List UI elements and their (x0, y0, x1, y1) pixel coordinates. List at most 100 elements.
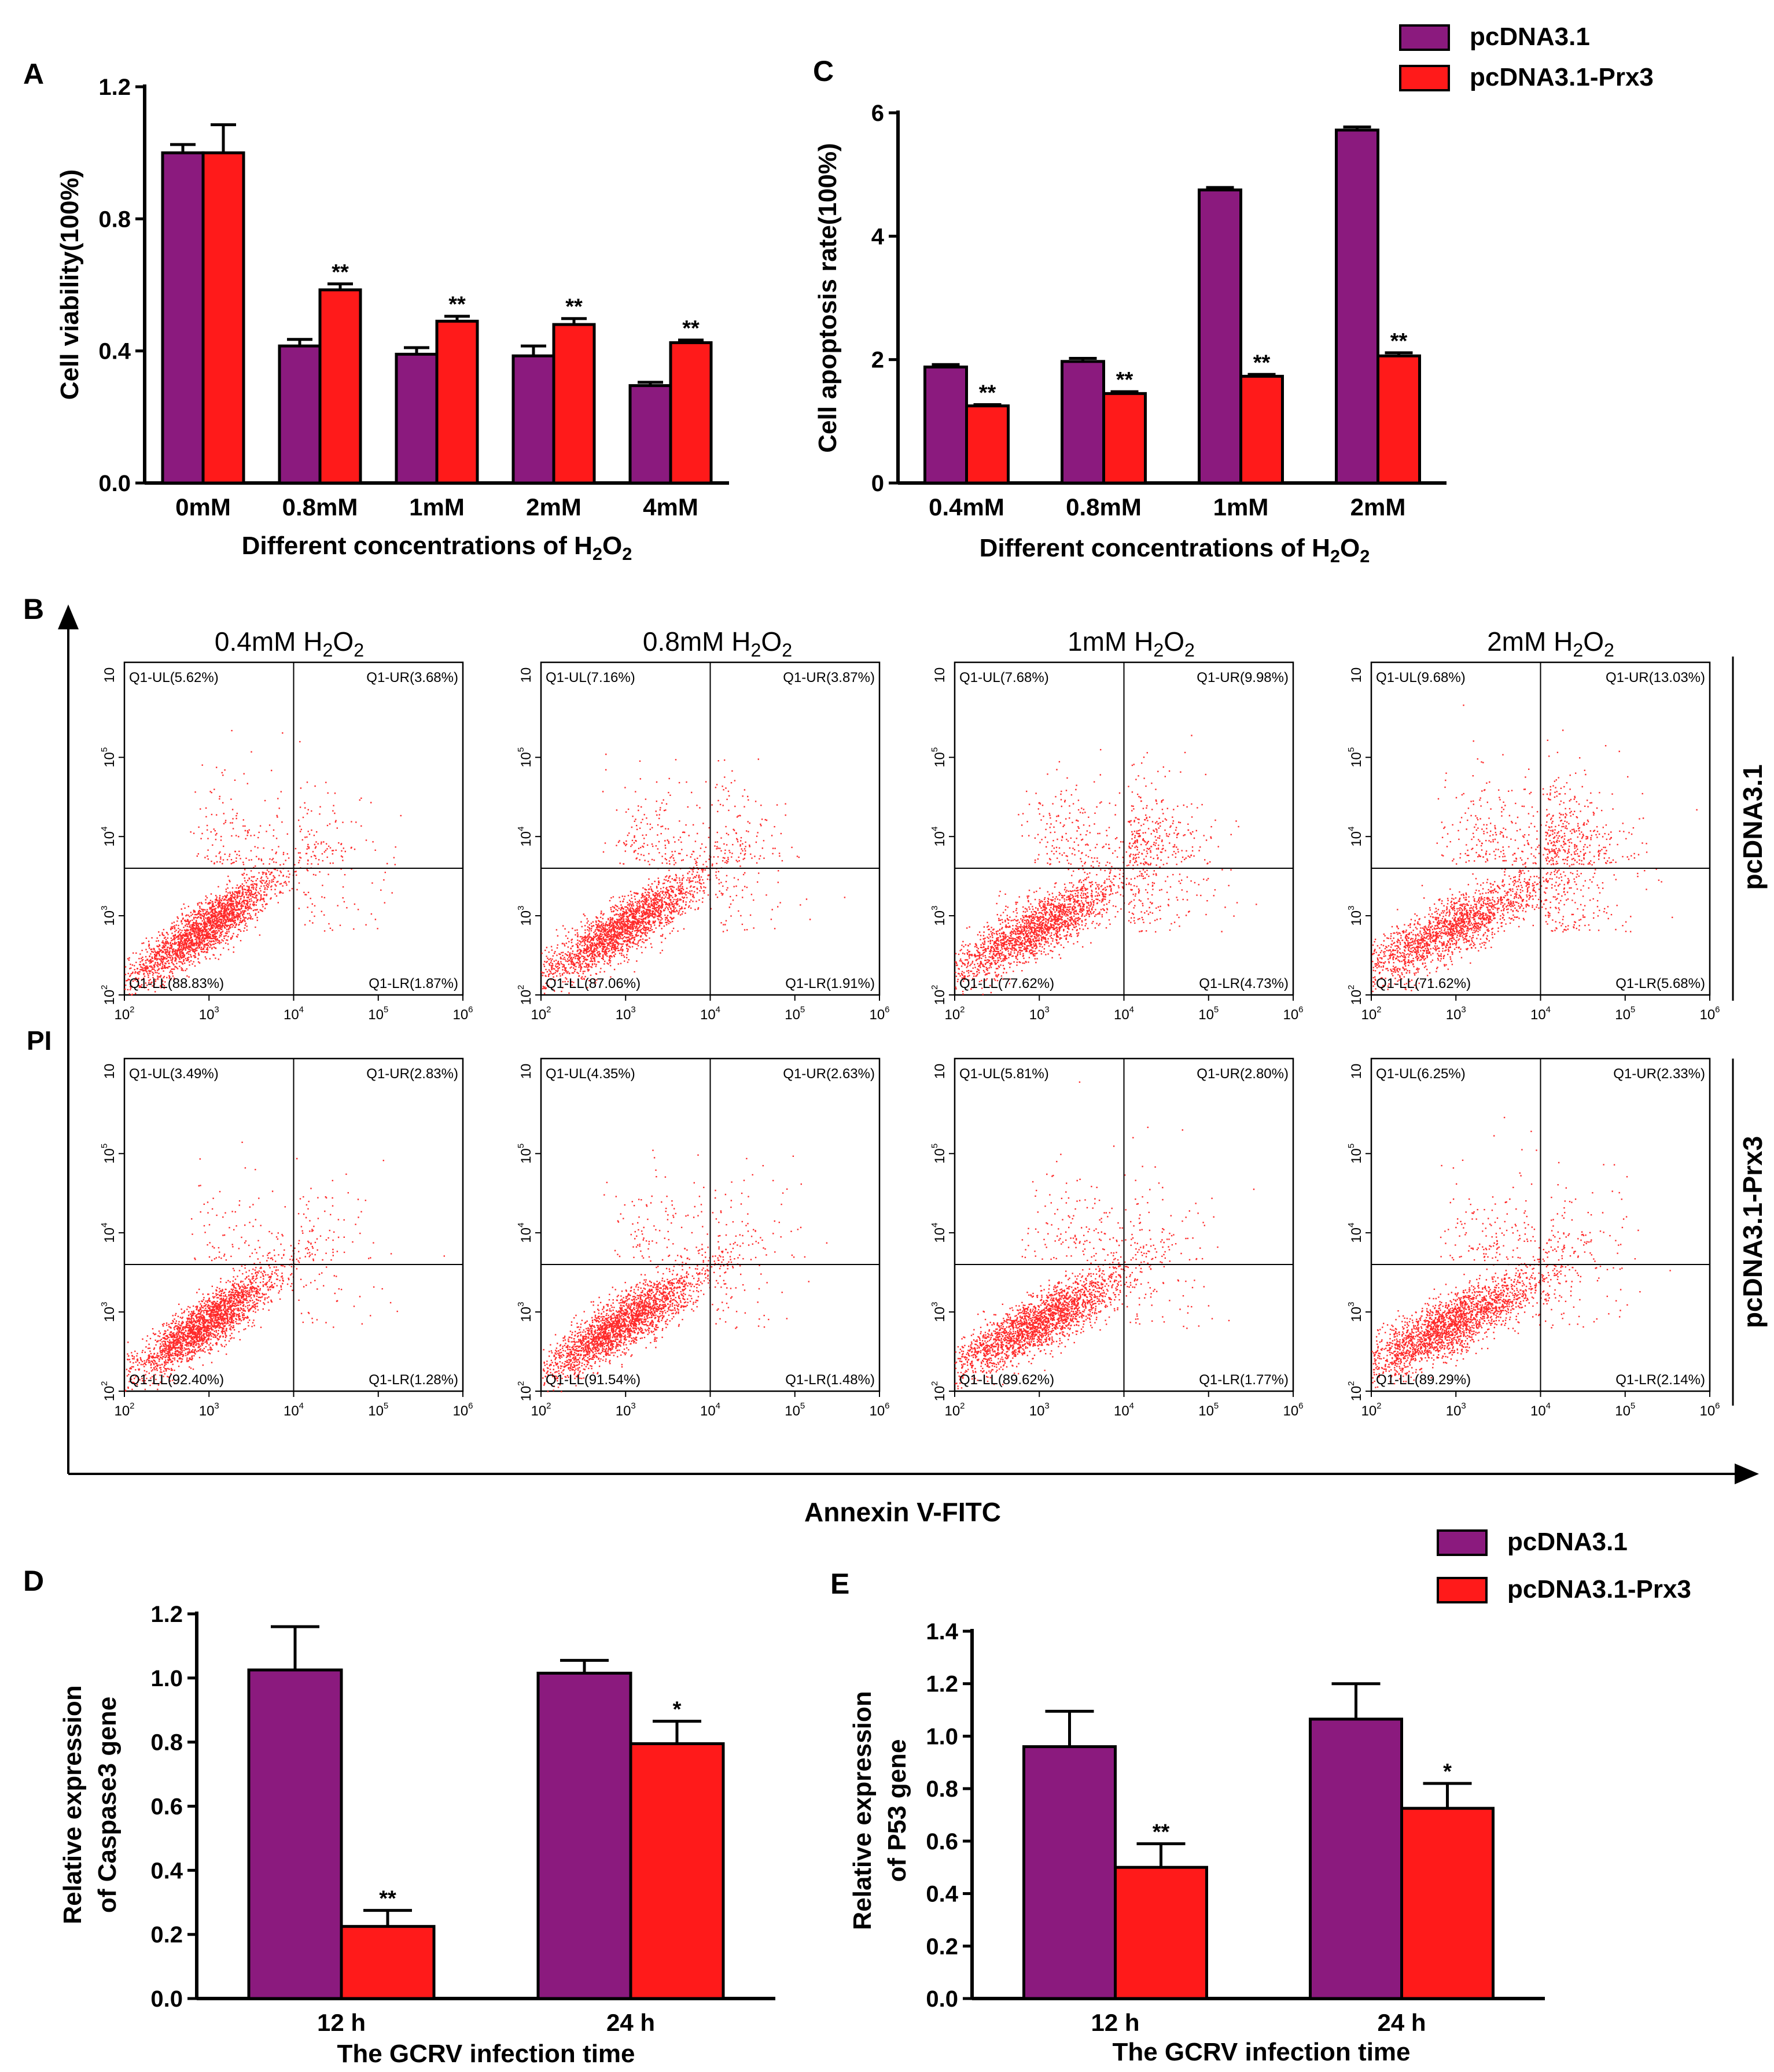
y-axis-title: Cell viability(100%) (56, 169, 84, 400)
quadrant-label-ll: Q1-LL(89.62%) (959, 1372, 1054, 1388)
panel-a: A 0.0 0.4 0.8 1.2 0mM ** 0.8mM ** 1mM ** 2mM ** 4mM Ce… (23, 58, 729, 564)
y-tick-label: 104 (930, 827, 948, 847)
y-tick-label: 103 (930, 1302, 948, 1322)
bar-prx3 (435, 319, 479, 485)
x-axis-title: The GCRV infection time (1112, 2038, 1410, 2066)
y-tick-label: 104 (100, 827, 117, 847)
legend-swatch-pcdna (1399, 24, 1450, 51)
legend-label: pcDNA3.1 (1507, 1528, 1628, 1556)
panel-letter: E (830, 1568, 849, 1600)
category-label: 2mM (526, 493, 581, 521)
legend-top: pcDNA3.1 pcDNA3.1-Prx3 (1399, 23, 1654, 91)
legend-label: pcDNA3.1-Prx3 (1470, 63, 1654, 91)
flow-events (124, 1141, 445, 1392)
quadrant-label-ul: Q1-UL(5.81%) (959, 1066, 1049, 1082)
quadrant-label-ur: Q1-UR(13.03%) (1606, 670, 1705, 685)
bar-prx3 (965, 404, 1010, 485)
y-tick-label: 104 (1346, 827, 1364, 847)
panel-letter: B (23, 593, 44, 625)
significance-mark: * (1443, 1760, 1452, 1784)
y-tick-label: 0.2 (926, 1934, 958, 1959)
y-top-tick-label: 10 (932, 668, 948, 683)
quadrant-label-ul: Q1-UL(4.35%) (546, 1066, 635, 1082)
bar-pcdna (278, 344, 322, 485)
x-tick-label: 106 (1699, 1005, 1720, 1023)
flow-events (1372, 705, 1698, 993)
quadrant-label-ur: Q1-UR(3.87%) (783, 670, 875, 685)
category-label: 12 h (317, 2009, 366, 2036)
x-tick-label: 102 (944, 1005, 965, 1023)
x-tick-label: 102 (1361, 1005, 1381, 1023)
y-tick-label: 102 (100, 985, 117, 1005)
x-tick-label: 105 (1615, 1005, 1635, 1023)
flow-plot: Q1-UL(7.16%) Q1-UR(3.87%) Q1-LL(87.06%) Q1-… (516, 661, 890, 1023)
y-tick-label: 104 (516, 827, 534, 847)
y-tick-label: 105 (516, 747, 534, 768)
y-tick-label: 102 (100, 1381, 117, 1401)
bar-pcdna (1198, 188, 1242, 485)
quadrant-label-lr: Q1-LR(4.73%) (1199, 976, 1289, 991)
bar-pcdna (1335, 128, 1379, 485)
y-tick-label: 0.8 (926, 1776, 958, 1802)
significance-mark: ** (1116, 368, 1133, 392)
x-tick-label: 102 (114, 1401, 134, 1419)
legend-swatch-prx3 (1437, 1577, 1488, 1603)
panel-b: B PI Annexin V-FITC 0.4mM H2O2 0.8mM H2O2 1mM… (23, 593, 1768, 1527)
y-tick-label: 103 (1346, 906, 1364, 926)
x-tick-label: 104 (1530, 1401, 1551, 1419)
x-tick-label: 103 (616, 1401, 636, 1419)
column-header: 2mM H2O2 (1487, 626, 1614, 661)
x-tick-label: 103 (1029, 1401, 1050, 1419)
category-label: 0mM (175, 493, 231, 521)
x-tick-label: 106 (1699, 1401, 1720, 1419)
y-tick-label: 0.8 (98, 207, 131, 232)
y-tick-label: 102 (516, 985, 534, 1005)
significance-mark: ** (1390, 329, 1408, 353)
quadrant-label-ul: Q1-UL(9.68%) (1376, 670, 1466, 685)
quadrant-label-lr: Q1-LR(1.48%) (785, 1372, 875, 1388)
quadrant-label-ul: Q1-UL(7.68%) (959, 670, 1049, 685)
quadrant-label-ur: Q1-UR(3.68%) (366, 670, 458, 685)
quadrant-label-ll: Q1-LL(87.06%) (546, 976, 641, 991)
flow-events (124, 729, 402, 996)
x-tick-label: 105 (1198, 1005, 1219, 1023)
quadrant-label-lr: Q1-LR(1.91%) (785, 976, 875, 991)
y-tick-label: 104 (100, 1223, 117, 1243)
quadrant-label-ur: Q1-UR(9.98%) (1197, 670, 1289, 685)
bar-pcdna (247, 1668, 343, 2000)
x-tick-label: 102 (1361, 1401, 1381, 1419)
y-tick-label: 1.2 (98, 75, 131, 100)
significance-mark: ** (1253, 351, 1271, 375)
x-tick-label: 104 (284, 1401, 304, 1419)
category-label: 4mM (643, 493, 698, 521)
panel-e: E 0.0 0.2 0.4 0.6 0.8 1.0 1.2 1.4 ** 12 h * 24 h Rela… (830, 1568, 1545, 2066)
bar-prx3 (1376, 354, 1421, 485)
y-tick-label: 0.4 (926, 1882, 958, 1907)
category-label: 0.4mM (929, 493, 1004, 521)
bar-prx3 (629, 1742, 725, 2000)
bar-prx3 (1239, 374, 1284, 485)
quadrant-label-ur: Q1-UR(2.83%) (366, 1066, 458, 1082)
flow-plot: Q1-UL(5.62%) Q1-UR(3.68%) Q1-LL(88.83%) Q1-… (100, 661, 473, 1023)
y-tick-label: 1.4 (926, 1619, 958, 1645)
significance-mark: ** (1153, 1820, 1170, 1844)
x-tick-label: 105 (1198, 1401, 1219, 1419)
row-label: pcDNA3.1 (1738, 764, 1768, 890)
quadrant-label-ul: Q1-UL(6.25%) (1376, 1066, 1466, 1082)
y-tick-label: 102 (516, 1381, 534, 1401)
flow-plot: Q1-UL(5.81%) Q1-UR(2.80%) Q1-LL(89.62%) Q1-… (930, 1057, 1304, 1419)
y-tick-label: 0.4 (98, 339, 131, 364)
x-tick-label: 104 (700, 1401, 720, 1419)
y-top-tick-label: 10 (518, 668, 534, 683)
panel-c: C 0 2 4 6 ** 0.4mM ** 0.8mM ** 1mM ** 2mM Cell apopto… (813, 55, 1447, 566)
bar-pcdna (161, 151, 205, 485)
flow-events (955, 1081, 1255, 1389)
y-tick-label: 0.6 (150, 1794, 183, 1820)
x-tick-label: 106 (869, 1401, 889, 1419)
y-top-tick-label: 10 (932, 1064, 948, 1079)
quadrant-label-lr: Q1-LR(2.14%) (1615, 1372, 1705, 1388)
category-label: 1mM (409, 493, 465, 521)
category-label: 1mM (1213, 493, 1269, 521)
quadrant-label-ll: Q1-LL(89.29%) (1376, 1372, 1471, 1388)
